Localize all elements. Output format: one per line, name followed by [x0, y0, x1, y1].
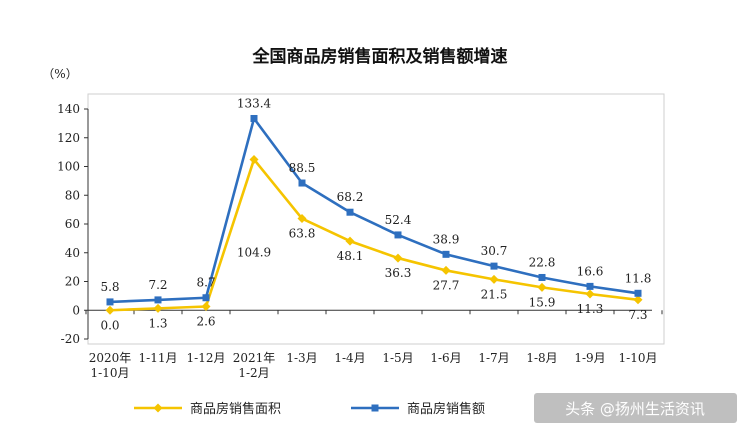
legend-label: 商品房销售额 [407, 401, 485, 417]
data-label: 16.6 [577, 264, 604, 278]
data-point [441, 265, 451, 275]
x-tick-label: 1-11月 [139, 351, 178, 365]
data-point [537, 282, 547, 292]
data-label: 7.2 [148, 278, 167, 292]
data-label: 11.8 [625, 271, 652, 285]
x-tick-label: 2021年 [233, 351, 276, 365]
data-label: 8.7 [196, 276, 215, 290]
x-tick-label: 1-6月 [430, 351, 461, 365]
chart-title: 全国商品房销售面积及销售额增速 [252, 46, 508, 67]
data-label: 36.3 [385, 266, 412, 280]
data-label: 68.2 [337, 190, 364, 204]
y-axis-unit-label: （%） [42, 67, 77, 81]
x-tick-label: 2020年 [89, 351, 132, 365]
y-tick-label: 40 [65, 246, 80, 260]
x-tick-label: 1-5月 [382, 351, 413, 365]
data-label: 52.4 [385, 213, 412, 227]
data-point [489, 274, 499, 284]
x-tick-label: 1-10月 [619, 351, 658, 365]
y-tick-label: 100 [57, 160, 80, 174]
data-point [153, 303, 163, 313]
legend-label: 商品房销售面积 [190, 401, 281, 417]
data-label: 133.4 [237, 96, 272, 110]
data-point [490, 262, 498, 270]
data-label: 38.9 [433, 232, 460, 246]
data-point [250, 114, 258, 122]
x-tick-label: 1-9月 [574, 351, 605, 365]
watermark-text: 头条 @扬州生活资讯 [565, 400, 705, 418]
y-tick-label: 20 [65, 275, 80, 289]
data-point [634, 289, 642, 297]
legend-marker [371, 404, 379, 412]
series-layer: 0.0 1.3 2.6 104.9 63.8 48.1 36.3 27.7 21.5 15.9 11… [100, 96, 651, 332]
x-tick-label: 1-3月 [286, 351, 317, 365]
data-label: 27.7 [433, 278, 460, 292]
data-label: 0.0 [100, 318, 119, 332]
data-point [394, 231, 402, 239]
data-point [298, 179, 306, 187]
y-tick-label: 80 [65, 188, 80, 202]
data-label: 7.3 [628, 308, 647, 322]
data-point [297, 214, 307, 224]
data-point [106, 298, 114, 306]
x-tick-label: 1-7月 [478, 351, 509, 365]
x-tick-label: 1-12月 [187, 351, 226, 365]
data-label: 5.8 [100, 280, 119, 294]
data-point [538, 273, 546, 281]
series-line [109, 158, 639, 312]
y-tick-label: -20 [61, 332, 80, 346]
y-tick-label: 60 [65, 217, 80, 231]
data-label: 11.3 [577, 302, 604, 316]
data-point [202, 294, 210, 302]
y-tick-label: 120 [57, 131, 80, 145]
data-point [105, 305, 115, 315]
legend-marker [153, 403, 163, 413]
data-point [586, 282, 594, 290]
legend: 商品房销售面积 商品房销售额 [134, 401, 485, 417]
x-tick-label: 1-10月 [91, 366, 130, 380]
watermark-background [534, 393, 737, 423]
x-tick-label: 1-8月 [526, 351, 557, 365]
data-label: 1.3 [148, 316, 167, 330]
data-label: 63.8 [289, 227, 316, 241]
data-label: 22.8 [529, 255, 556, 269]
data-point [346, 208, 354, 216]
data-label: 104.9 [237, 245, 271, 259]
data-point [442, 250, 450, 258]
x-tick-label: 1-4月 [334, 351, 365, 365]
data-point [585, 289, 595, 299]
data-point [249, 154, 259, 164]
data-label: 88.5 [289, 161, 316, 175]
data-label: 30.7 [481, 244, 508, 258]
watermark: 头条 @扬州生活资讯 [534, 393, 737, 423]
data-point [345, 236, 355, 246]
data-point [393, 253, 403, 263]
data-label: 48.1 [337, 249, 364, 263]
y-tick-label: 140 [57, 102, 80, 116]
x-tick-label: 1-2月 [238, 366, 269, 380]
data-point [154, 296, 162, 304]
data-label: 2.6 [196, 315, 215, 329]
y-tick-label: 0 [72, 303, 80, 317]
data-point [633, 295, 643, 305]
data-label: 21.5 [481, 287, 508, 301]
series-line [109, 117, 639, 304]
data-label: 15.9 [529, 295, 556, 309]
data-point [201, 302, 211, 312]
